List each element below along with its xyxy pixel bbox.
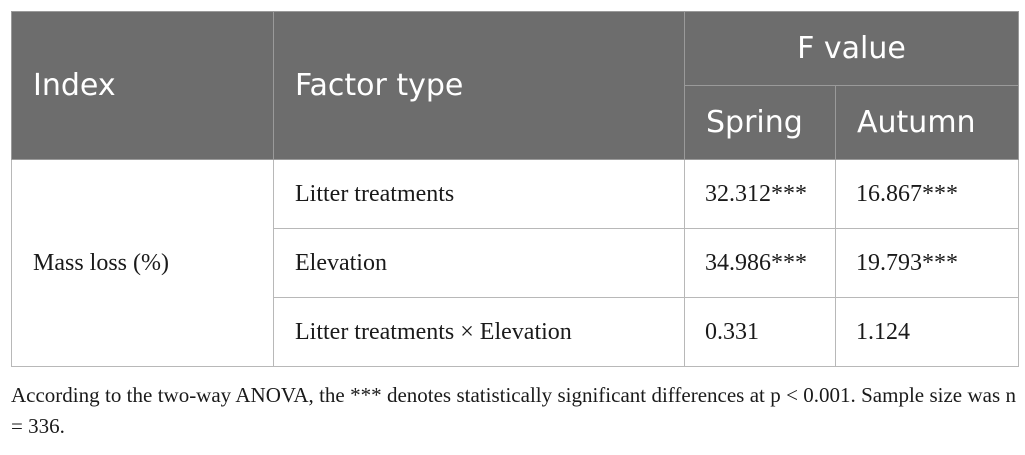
table-header: Index Factor type F value Spring Autumn xyxy=(11,11,1019,160)
header-factor-type: Factor type xyxy=(273,11,685,160)
header-autumn: Autumn xyxy=(835,85,1019,160)
header-f-value: F value xyxy=(684,11,1019,86)
autumn-value-cell: 1.124 xyxy=(835,297,1019,367)
index-cell-mass-loss: Mass loss (%) xyxy=(11,159,274,367)
spring-value-cell: 34.986*** xyxy=(684,228,836,298)
spring-value-cell: 0.331 xyxy=(684,297,836,367)
table-row: Elevation 34.986*** 19.793*** xyxy=(12,228,1019,298)
factor-cell: Elevation xyxy=(273,228,685,298)
autumn-value-cell: 19.793*** xyxy=(835,228,1019,298)
factor-cell: Litter treatments × Elevation xyxy=(273,297,685,367)
header-spring: Spring xyxy=(684,85,836,160)
anova-table: Index Factor type F value Spring Autumn … xyxy=(11,11,1019,367)
autumn-value-cell: 16.867*** xyxy=(835,159,1019,229)
table-body: Mass loss (%) Litter treatments 32.312**… xyxy=(11,159,1019,367)
table-footnote: According to the two-way ANOVA, the *** … xyxy=(11,383,1016,438)
header-index: Index xyxy=(11,11,274,160)
anova-table-container: Index Factor type F value Spring Autumn … xyxy=(11,11,1019,367)
table-row: Litter treatments × Elevation 0.331 1.12… xyxy=(12,297,1019,367)
table-row: Mass loss (%) Litter treatments 32.312**… xyxy=(11,159,1019,367)
factor-cell: Litter treatments xyxy=(273,159,685,229)
spring-value-cell: 32.312*** xyxy=(684,159,836,229)
